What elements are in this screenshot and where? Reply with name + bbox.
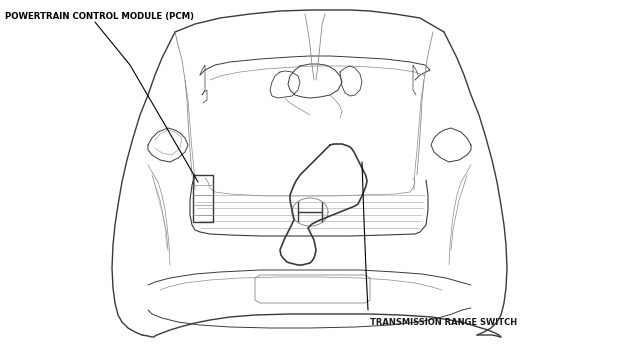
Text: POWERTRAIN CONTROL MODULE (PCM): POWERTRAIN CONTROL MODULE (PCM) <box>5 12 194 21</box>
Text: TRANSMISSION RANGE SWITCH: TRANSMISSION RANGE SWITCH <box>370 318 517 327</box>
